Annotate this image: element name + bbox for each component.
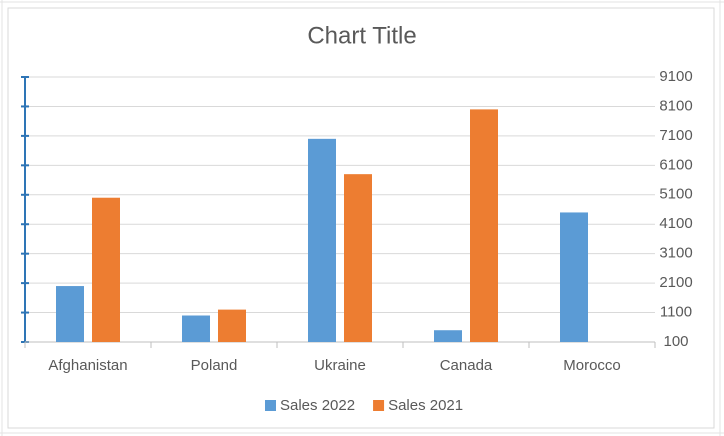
y-tick-label: 4100 xyxy=(659,215,692,232)
y-tick-label: 7100 xyxy=(659,127,692,144)
legend-swatch xyxy=(265,400,276,411)
legend-swatch xyxy=(373,400,385,411)
bar xyxy=(56,286,84,342)
y-tick-label: 8100 xyxy=(659,97,692,114)
y-tick-label: 5100 xyxy=(659,186,692,203)
x-tick-label: Morocco xyxy=(563,357,621,374)
y-tick-label: 3100 xyxy=(659,245,692,262)
y-tick-label: 2100 xyxy=(659,274,692,291)
y-tick-label: 9100 xyxy=(659,68,692,85)
y-tick-label: 6100 xyxy=(659,156,692,173)
bar xyxy=(218,309,246,342)
bar xyxy=(92,197,120,342)
y-tick-label: 100 xyxy=(663,333,688,350)
bar xyxy=(434,330,462,342)
bar xyxy=(470,109,498,342)
x-tick-label: Canada xyxy=(440,357,493,374)
bar xyxy=(560,212,588,342)
bar xyxy=(344,174,372,342)
chart-title: Chart Title xyxy=(307,22,416,49)
x-tick-label: Ukraine xyxy=(314,357,366,374)
bar xyxy=(308,138,336,342)
x-tick-label: Afghanistan xyxy=(48,357,127,374)
x-tick-label: Poland xyxy=(191,357,238,374)
legend-label: Sales 2022 xyxy=(280,397,355,414)
legend-label: Sales 2021 xyxy=(388,397,463,414)
y-tick-label: 1100 xyxy=(660,304,692,321)
bar xyxy=(182,315,210,342)
